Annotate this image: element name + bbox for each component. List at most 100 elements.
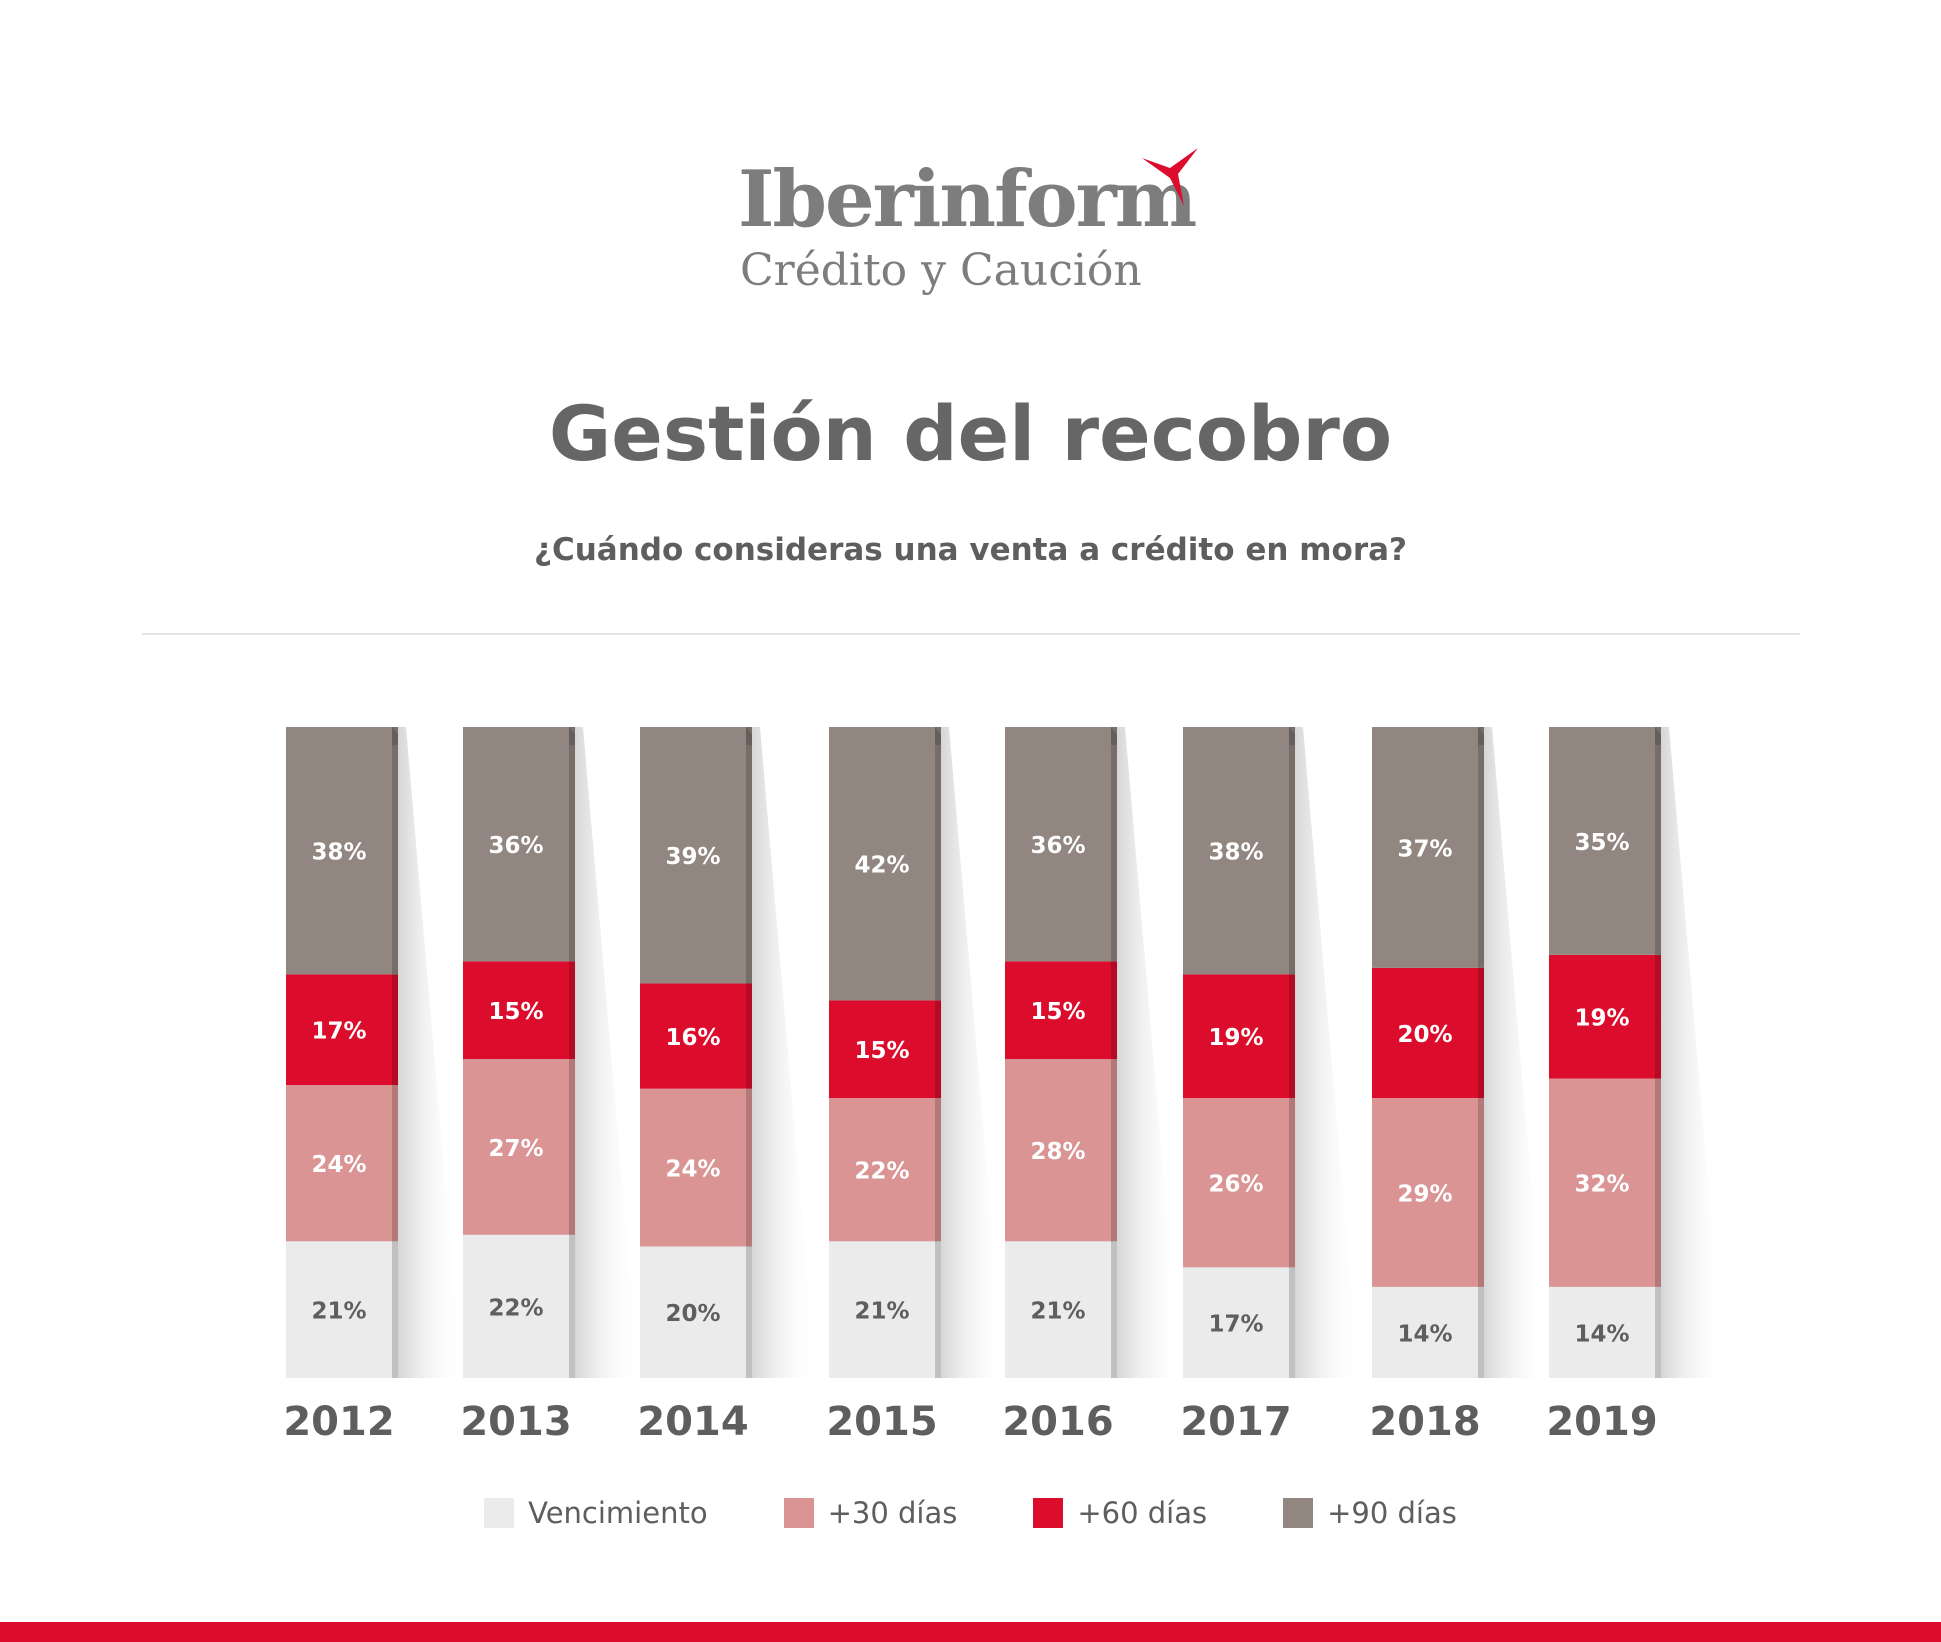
bar-segment-2012-s1: [286, 1085, 392, 1242]
data-label-2012-s2: 17%: [311, 1019, 366, 1045]
data-label-2012-s0: 21%: [311, 1299, 366, 1325]
legend-item: +30 días: [783, 1496, 958, 1530]
legend-swatch: [783, 1498, 814, 1528]
propeller-mark-icon: [1142, 148, 1198, 206]
bar-cap-2019: [1655, 727, 1661, 745]
data-label-2015-s1: 22%: [854, 1159, 909, 1185]
bar-side-2012-s1: [392, 1085, 398, 1242]
data-label-2013-s3: 36%: [488, 833, 543, 859]
bar-side-2017-s3: [1289, 727, 1295, 975]
legend-label: +30 días: [827, 1496, 958, 1530]
data-label-2018-s1: 29%: [1397, 1181, 1452, 1207]
brand-subtitle: Crédito y Caución: [740, 245, 1142, 296]
data-label-2017-s0: 17%: [1208, 1312, 1263, 1338]
bar-segment-2014-s3: [640, 727, 746, 984]
x-tick-label-2016: 2016: [1002, 1399, 1113, 1445]
brand-logo: Iberinform Crédito y Caución: [738, 155, 1218, 305]
bar-side-2017-s0: [1289, 1267, 1295, 1378]
bar-segment-2013-s2: [463, 961, 569, 1060]
data-label-2013-s0: 22%: [488, 1295, 543, 1321]
bar-segment-2019-s0: [1549, 1286, 1655, 1378]
data-label-2016-s1: 28%: [1030, 1139, 1085, 1165]
bar-segment-2013-s0: [463, 1234, 569, 1378]
data-label-2018-s3: 37%: [1397, 836, 1452, 862]
data-label-2015-s3: 42%: [854, 853, 909, 879]
data-label-2017-s2: 19%: [1208, 1025, 1263, 1051]
bar-side-2014-s3: [746, 727, 752, 984]
data-label-2018-s2: 20%: [1397, 1022, 1452, 1048]
chart-legend: Vencimiento +30 días +60 días +90 días: [0, 1490, 1941, 1536]
bar-side-2019-s3: [1655, 727, 1661, 955]
bar-segment-2019-s1: [1549, 1078, 1655, 1287]
bar-segment-2016-s1: [1005, 1059, 1111, 1242]
bar-segment-2013-s1: [463, 1059, 569, 1235]
bar-segment-2016-s0: [1005, 1241, 1111, 1378]
legend-swatch: [484, 1498, 515, 1528]
bar-side-2018-s1: [1478, 1098, 1484, 1287]
bar-cap-2015: [935, 727, 941, 745]
bar-segment-2017-s1: [1183, 1098, 1289, 1268]
bar-side-2016-s2: [1111, 961, 1117, 1060]
bar-segment-2015-s1: [829, 1098, 935, 1242]
bar-segment-2017-s0: [1183, 1267, 1289, 1378]
bar-side-2013-s3: [569, 727, 575, 962]
x-tick-label-2012: 2012: [283, 1399, 394, 1445]
bar-side-2019-s1: [1655, 1078, 1661, 1287]
bar-segment-2012-s2: [286, 974, 392, 1086]
bar-shadow-2017: [1289, 727, 1359, 1378]
bar-side-2014-s2: [746, 983, 752, 1089]
bar-side-2012-s0: [392, 1241, 398, 1378]
data-label-2012-s3: 38%: [311, 840, 366, 866]
legend-item: +60 días: [1033, 1496, 1207, 1530]
bar-side-2018-s0: [1478, 1286, 1484, 1378]
bar-segment-2016-s3: [1005, 727, 1111, 962]
legend-label: +60 días: [1077, 1496, 1208, 1530]
brand-name: Iberinform: [738, 154, 1197, 245]
bar-segment-2015-s2: [829, 1000, 935, 1099]
bar-side-2014-s1: [746, 1088, 752, 1247]
legend-item: +90 días: [1283, 1496, 1457, 1530]
bar-segment-2019-s3: [1549, 727, 1655, 955]
bar-side-2018-s2: [1478, 967, 1484, 1099]
bar-segment-2017-s2: [1183, 974, 1289, 1099]
legend-label: +90 días: [1327, 1496, 1457, 1530]
data-label-2019-s3: 35%: [1574, 830, 1629, 856]
bar-segment-2016-s2: [1005, 961, 1111, 1060]
bar-shadow-2015: [935, 727, 1005, 1378]
bar-shadow-2012: [392, 727, 462, 1378]
data-label-2013-s2: 15%: [488, 999, 543, 1025]
x-tick-label-2013: 2013: [460, 1399, 571, 1445]
x-tick-label-2017: 2017: [1180, 1399, 1291, 1445]
bar-segment-2014-s2: [640, 983, 746, 1089]
bar-side-2013-s0: [569, 1234, 575, 1378]
bar-segment-2015-s3: [829, 727, 935, 1001]
footer-bar: [0, 1622, 1941, 1642]
bar-cap-2014: [746, 727, 752, 745]
bar-side-2013-s2: [569, 961, 575, 1060]
bar-shadow-2013: [569, 727, 639, 1378]
bar-cap-2016: [1111, 727, 1117, 745]
data-label-2017-s3: 38%: [1208, 840, 1263, 866]
bar-side-2017-s2: [1289, 974, 1295, 1099]
bar-segment-2013-s3: [463, 727, 569, 962]
chart-title: Gestión del recobro: [548, 389, 1393, 478]
bar-segment-2018-s1: [1372, 1098, 1478, 1287]
data-label-2016-s2: 15%: [1030, 999, 1085, 1025]
legend-swatch: [1283, 1498, 1314, 1528]
bar-side-2019-s0: [1655, 1286, 1661, 1378]
bar-side-2015-s0: [935, 1241, 941, 1378]
divider: [142, 633, 1800, 635]
bar-side-2015-s1: [935, 1098, 941, 1242]
data-label-2014-s2: 16%: [665, 1025, 720, 1051]
x-tick-label-2014: 2014: [637, 1399, 748, 1445]
bar-side-2016-s3: [1111, 727, 1117, 962]
bar-side-2017-s1: [1289, 1098, 1295, 1268]
data-label-2015-s0: 21%: [854, 1299, 909, 1325]
bar-side-2015-s3: [935, 727, 941, 1001]
bar-shadow-2014: [746, 727, 816, 1378]
bar-side-2014-s0: [746, 1246, 752, 1378]
data-label-2012-s1: 24%: [311, 1152, 366, 1178]
bar-segment-2014-s1: [640, 1088, 746, 1247]
bar-segment-2014-s0: [640, 1246, 746, 1378]
